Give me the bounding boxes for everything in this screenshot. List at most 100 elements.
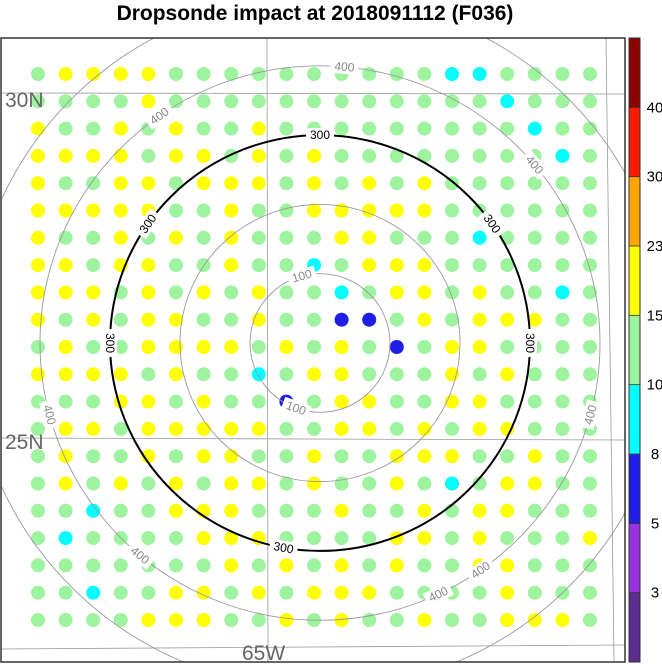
sonde-dot <box>196 613 211 627</box>
sonde-dot <box>445 121 459 136</box>
sonde-dot <box>58 503 73 518</box>
sonde-dot <box>555 476 570 491</box>
sonde-dot <box>31 476 45 491</box>
sonde-dot <box>279 503 294 518</box>
colorbar-segment <box>629 523 640 594</box>
lat-label-25n: 25N <box>5 431 44 454</box>
sonde-dot <box>417 340 432 354</box>
sonde-dot <box>527 230 542 245</box>
sonde-dot <box>196 121 211 136</box>
sonde-dot <box>472 312 487 327</box>
sonde-dot <box>58 176 73 191</box>
sonde-dot <box>472 367 487 382</box>
sonde-dot <box>279 476 294 491</box>
sonde-dot <box>334 176 349 191</box>
sonde-dot <box>224 312 239 327</box>
colorbar-tick-label: 8 <box>651 446 659 463</box>
sonde-dot <box>362 558 377 573</box>
colorbar-segment <box>629 107 640 178</box>
sonde-dot <box>362 121 377 136</box>
ring-label-background <box>465 556 497 584</box>
sonde-dot <box>86 94 101 109</box>
sonde-dot <box>251 340 266 354</box>
sonde-dot <box>362 340 377 354</box>
sonde-dot <box>169 421 183 436</box>
ring-label-background <box>286 265 318 287</box>
sonde-dot <box>472 285 487 300</box>
sonde-dot <box>307 312 321 327</box>
sonde-dot <box>307 94 321 109</box>
sonde-dot <box>113 312 128 327</box>
sonde-dot <box>555 94 570 109</box>
sonde-dot <box>472 394 487 409</box>
ring-label-background <box>520 149 549 181</box>
sonde-dot <box>224 67 239 81</box>
sonde-dot <box>555 340 570 354</box>
colorbar-segment <box>629 38 640 108</box>
sonde-dot <box>169 230 183 245</box>
sonde-dot <box>169 613 183 627</box>
sonde-dot <box>251 421 266 436</box>
sonde-dot <box>307 558 321 573</box>
sonde-dot <box>389 176 404 191</box>
sonde-dot <box>500 312 515 327</box>
sonde-dot <box>113 503 128 518</box>
sonde-dot <box>583 476 597 491</box>
sonde-dot <box>555 421 570 436</box>
sonde-dot <box>58 312 73 327</box>
sonde-dot <box>113 67 128 81</box>
colorbar-tick-label: 10 <box>647 377 662 394</box>
sonde-dot <box>196 531 211 546</box>
sonde-dot <box>251 258 266 273</box>
sonde-dot <box>500 449 515 464</box>
sonde-dot <box>527 558 542 573</box>
sonde-dot <box>31 531 45 546</box>
sonde-dot <box>86 285 101 300</box>
colorbar-tick-label: 5 <box>651 515 659 532</box>
sonde-dot <box>389 394 404 409</box>
sonde-dot <box>86 558 101 573</box>
sonde-dot <box>417 258 432 273</box>
sonde-dot <box>583 67 597 81</box>
sonde-dot <box>500 476 515 491</box>
sonde-dot <box>362 585 377 600</box>
sonde-dot <box>279 613 294 627</box>
sonde-dot <box>555 394 570 409</box>
sonde-dot <box>389 340 404 354</box>
sonde-dot <box>307 476 321 491</box>
sonde-dot <box>472 148 487 163</box>
sonde-dot <box>86 421 101 436</box>
sonde-dot <box>113 94 128 109</box>
sonde-dot <box>334 558 349 573</box>
sonde-dot <box>31 503 45 518</box>
sonde-dot <box>583 558 597 573</box>
sonde-dot <box>86 148 101 163</box>
sonde-dot <box>31 340 45 354</box>
sonde-dot <box>141 476 156 491</box>
sonde-dot <box>362 176 377 191</box>
sonde-dot <box>31 449 45 464</box>
sonde-dot <box>472 230 487 245</box>
sonde-dot <box>58 340 73 354</box>
sonde-dot <box>58 531 73 546</box>
sonde-dot <box>527 285 542 300</box>
sonde-dot <box>307 176 321 191</box>
range-ring-200 <box>179 203 461 483</box>
sonde-dot <box>555 531 570 546</box>
sonde-dot <box>169 203 183 218</box>
sonde-dot <box>362 421 377 436</box>
sonde-dot <box>113 176 128 191</box>
sonde-dot <box>279 148 294 163</box>
sonde-dot <box>389 476 404 491</box>
sonde-dot <box>141 148 156 163</box>
sonde-dot <box>334 503 349 518</box>
sonde-dot <box>196 94 211 109</box>
sonde-dot <box>141 585 156 600</box>
sonde-dot <box>527 394 542 409</box>
ring-label-100: 100 <box>290 267 313 286</box>
sonde-dot <box>334 367 349 382</box>
colorbar-segment <box>629 246 640 316</box>
sonde-dot <box>334 121 349 136</box>
sonde-dot <box>362 285 377 300</box>
sonde-dot <box>169 476 183 491</box>
